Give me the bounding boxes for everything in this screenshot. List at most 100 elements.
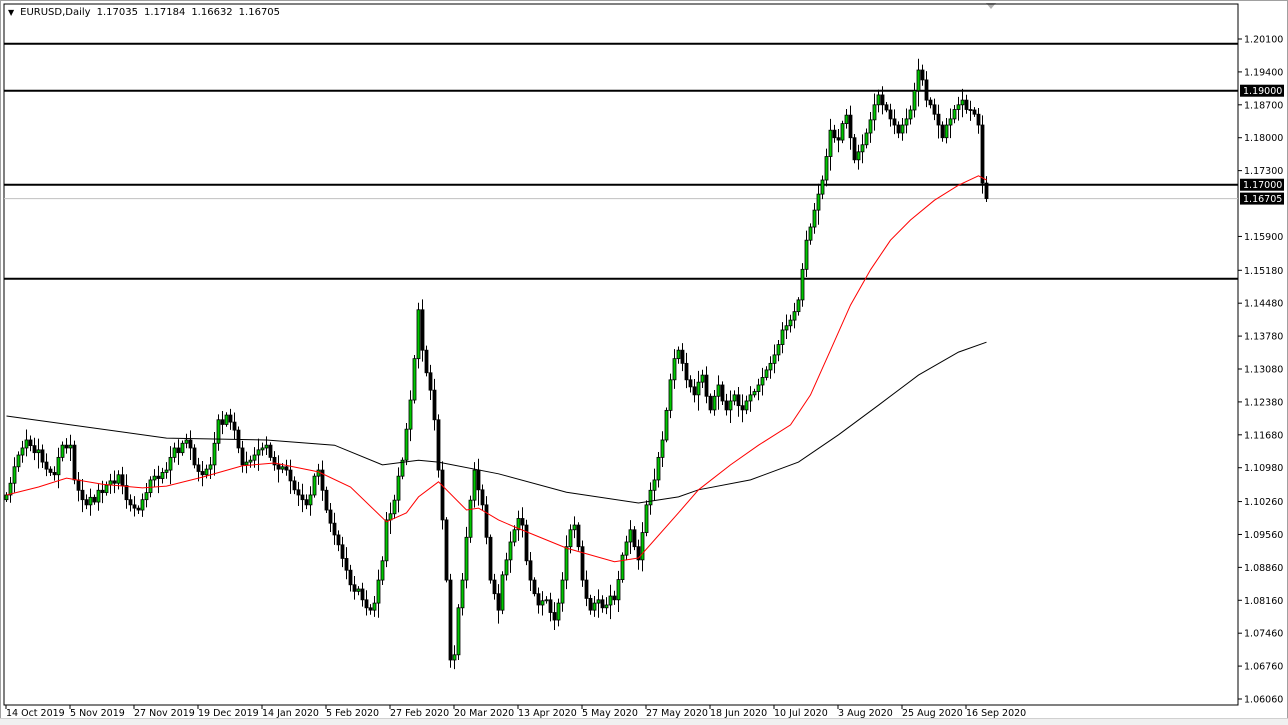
candle-bull	[768, 362, 773, 371]
candle-bear	[48, 468, 53, 473]
candle-bull	[960, 99, 965, 106]
symbol-label: EURUSD,Daily	[20, 7, 91, 18]
candle-bull	[20, 447, 25, 456]
candle-bear	[132, 504, 137, 509]
candle-bull	[608, 595, 613, 606]
candle-bull	[508, 541, 513, 561]
candle-bear	[552, 612, 557, 621]
y-tick-label: 1.17300	[1244, 166, 1283, 177]
triangle-down-icon[interactable]: ▼	[8, 8, 15, 17]
candle-bull	[280, 466, 285, 470]
level-price-label-box	[1240, 84, 1284, 97]
candle-bear	[932, 104, 937, 115]
y-tick-label: 1.09560	[1244, 530, 1283, 541]
candle-bear	[836, 137, 841, 141]
level-price-label: 1.17000	[1243, 180, 1282, 191]
candle-bear	[892, 118, 897, 126]
candle-bull	[60, 444, 65, 458]
candle-bull	[568, 529, 573, 548]
candle-bear	[524, 524, 529, 562]
candle-bear	[980, 124, 985, 184]
y-tick-label: 1.10980	[1244, 463, 1283, 474]
candle-bull	[948, 118, 953, 126]
plot-area	[3, 3, 1239, 706]
candle-bull	[664, 409, 669, 441]
candle-bear	[928, 99, 933, 106]
candle-bear	[428, 372, 433, 391]
candle-bear	[352, 584, 357, 592]
candle-bull	[400, 459, 405, 477]
ohlc-high: 1.17184	[143, 7, 186, 18]
candle-bull	[380, 560, 385, 581]
candle-bull	[624, 541, 629, 556]
candle-bear	[320, 469, 325, 491]
candle-bull	[620, 554, 625, 580]
candle-bull	[716, 384, 721, 397]
y-tick-label: 1.12380	[1244, 397, 1283, 408]
y-tick-label: 1.07460	[1244, 629, 1283, 640]
chart-shift-icon[interactable]	[986, 3, 996, 9]
candle-bull	[648, 489, 653, 506]
candle-bull	[676, 349, 681, 360]
candle-bull	[316, 469, 321, 477]
candle-bull	[860, 144, 865, 153]
candle-bull	[912, 90, 917, 111]
x-tick-label: 19 Dec 2019	[198, 708, 259, 719]
candle-bear	[936, 113, 941, 126]
candle-bull	[16, 454, 21, 468]
candle-bear	[368, 607, 373, 611]
candle-bear	[612, 595, 617, 601]
candle-bull	[4, 494, 9, 501]
y-tick-label: 1.06760	[1244, 662, 1283, 673]
candle-bear	[484, 504, 489, 538]
candle-bear	[964, 99, 969, 110]
candle-bear	[536, 593, 541, 606]
candle-bear	[220, 419, 225, 425]
y-tick-label: 1.13080	[1244, 365, 1283, 376]
moving-average-fast	[6, 175, 987, 563]
candle-bull	[468, 499, 473, 538]
candle-bear	[232, 421, 237, 431]
candle-bear	[188, 439, 193, 449]
candle-bull	[356, 588, 361, 592]
candle-bull	[640, 532, 645, 561]
x-tick-label: 20 Mar 2020	[454, 708, 514, 719]
y-tick-label: 1.11680	[1244, 430, 1283, 441]
candle-bull	[956, 104, 961, 110]
ohlc-close: 1.16705	[238, 7, 281, 18]
candle-bear	[704, 374, 709, 397]
candle-bull	[412, 358, 417, 401]
candle-bear	[300, 494, 305, 501]
y-tick-label: 1.18700	[1244, 100, 1283, 111]
candle-bear	[888, 109, 893, 120]
candle-bull	[752, 391, 757, 396]
candle-bull	[856, 151, 861, 161]
candle-bear	[268, 444, 273, 458]
candle-bull	[204, 468, 209, 476]
candle-bear	[684, 362, 689, 381]
candle-bull	[876, 94, 881, 106]
candle-bull	[464, 536, 469, 581]
candle-bear	[832, 129, 837, 139]
candle-bull	[868, 119, 873, 134]
candle-bear	[272, 456, 277, 466]
candle-bear	[976, 113, 981, 126]
candle-bear	[292, 480, 297, 491]
candle-bull	[616, 579, 621, 601]
candle-bull	[776, 344, 781, 356]
candle-bull	[88, 496, 93, 506]
candle-bear	[360, 588, 365, 601]
x-tick-label: 25 Aug 2020	[902, 708, 963, 719]
candle-bear	[296, 489, 301, 496]
candle-bull	[184, 439, 189, 444]
candle-bear	[688, 379, 693, 388]
candle-bear	[424, 349, 429, 374]
x-tick-label: 5 May 2020	[582, 708, 638, 719]
candle-bear	[348, 569, 353, 586]
candle-bull	[672, 358, 677, 381]
candle-bull	[904, 118, 909, 126]
candle-bear	[488, 536, 493, 581]
candle-bear	[44, 461, 49, 470]
candle-bull	[248, 459, 253, 463]
